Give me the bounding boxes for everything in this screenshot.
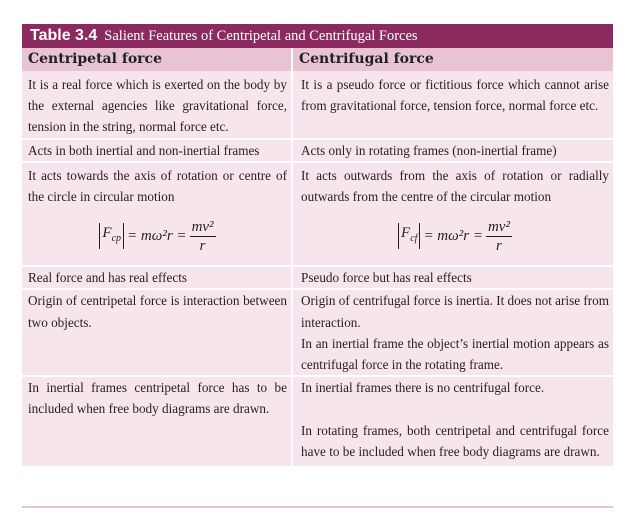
cell-centripetal: Origin of centripetal force is interacti… xyxy=(22,289,292,333)
header-centrifugal: Centrifugal force xyxy=(291,48,613,71)
cell-centrifugal: In rotating frames, both centripetal and… xyxy=(291,419,613,467)
formula-row: Fcp = mω²r = mv² r Fcf = mω²r = mv² r xyxy=(22,207,613,267)
formula-centripetal-cell: Fcp = mω²r = mv² r xyxy=(22,207,292,267)
cell-centripetal xyxy=(22,419,292,467)
cell-centripetal: In inertial frames centripetal force has… xyxy=(22,376,292,420)
cell-centrifugal: Acts only in rotating frames (non-inerti… xyxy=(291,138,613,162)
cell-centrifugal: In an inertial frame the object’s inerti… xyxy=(291,332,613,377)
table-title-bar: Table 3.4 Salient Features of Centripeta… xyxy=(22,24,613,48)
header-row: Centripetal force Centrifugal force xyxy=(22,48,613,71)
cell-centripetal: Real force and has real effects xyxy=(22,266,292,290)
cell-centrifugal: Pseudo force but has real effects xyxy=(291,266,613,290)
cell-centripetal: It acts towards the axis of rotation or … xyxy=(22,161,292,208)
table-row: It is a real force which is exerted on t… xyxy=(22,71,613,139)
cell-centrifugal: In inertial frames there is no centrifug… xyxy=(291,376,613,420)
formula-centrifugal: Fcf = mω²r = mv² r xyxy=(301,207,609,265)
table-row: It acts towards the axis of rotation or … xyxy=(22,161,613,208)
cell-centripetal xyxy=(22,332,292,377)
table-row: In an inertial frame the object’s inerti… xyxy=(22,332,613,377)
cell-centripetal: It is a real force which is exerted on t… xyxy=(22,71,292,139)
features-table: Table 3.4 Salient Features of Centripeta… xyxy=(22,24,613,467)
table-row: In inertial frames centripetal force has… xyxy=(22,376,613,420)
comparison-table: Centripetal force Centrifugal force It i… xyxy=(22,48,613,467)
abs-bars: Fcp xyxy=(99,223,125,250)
cell-centrifugal: Origin of centrifugal force is inertia. … xyxy=(291,289,613,333)
table-number: Table 3.4 xyxy=(30,27,98,44)
abs-bars: Fcf xyxy=(398,223,421,250)
formula-centrifugal-cell: Fcf = mω²r = mv² r xyxy=(291,207,613,267)
table-row: Real force and has real effects Pseudo f… xyxy=(22,266,613,290)
table-row: Acts in both inertial and non-inertial f… xyxy=(22,138,613,162)
fraction: mv² r xyxy=(485,218,512,254)
cell-centrifugal: It acts outwards from the axis of rotati… xyxy=(291,161,613,208)
formula-centripetal: Fcp = mω²r = mv² r xyxy=(28,207,287,265)
table-row: Origin of centripetal force is interacti… xyxy=(22,289,613,333)
divider xyxy=(22,506,613,508)
cell-centrifugal: It is a pseudo force or fictitious force… xyxy=(291,71,613,139)
header-centripetal: Centripetal force xyxy=(22,48,292,71)
cell-centripetal: Acts in both inertial and non-inertial f… xyxy=(22,138,292,162)
table-row: In rotating frames, both centripetal and… xyxy=(22,419,613,467)
fraction: mv² r xyxy=(189,218,216,254)
table-title: Salient Features of Centripetal and Cent… xyxy=(104,27,418,44)
